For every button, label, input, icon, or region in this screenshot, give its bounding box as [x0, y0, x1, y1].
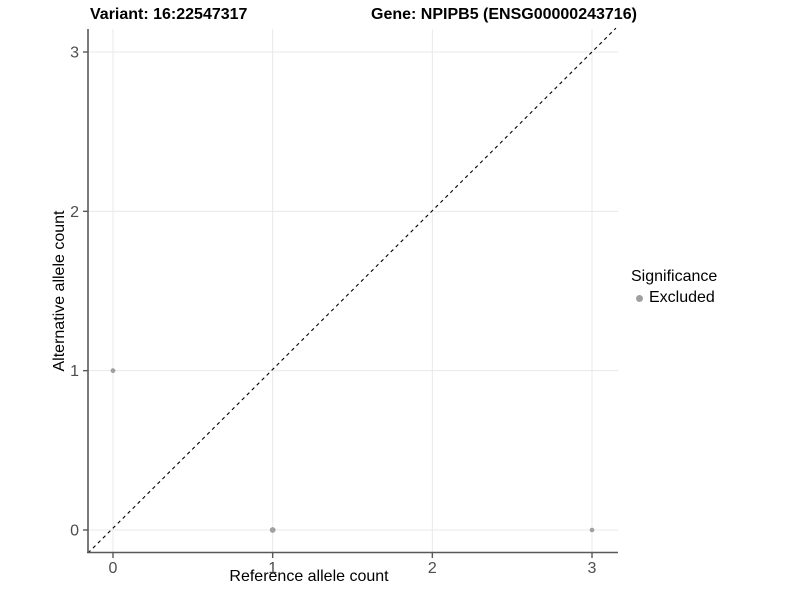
data-point [589, 527, 595, 533]
y-tick-label: 0 [70, 523, 79, 540]
legend-item-label: Excluded [649, 289, 715, 306]
x-axis-label: Reference allele count [229, 568, 389, 585]
identity-line [87, 27, 617, 554]
x-tick-label: 0 [109, 560, 118, 577]
excluded-point-icon [636, 294, 643, 302]
y-tick-label: 3 [70, 45, 79, 62]
y-tick-label: 1 [70, 363, 79, 380]
x-tick-label: 3 [588, 560, 597, 577]
data-point [110, 368, 116, 374]
plot-title-gene: Gene: NPIPB5 (ENSG00000243716) [371, 6, 637, 23]
x-tick-label: 2 [428, 560, 437, 577]
legend: Significance Excluded [631, 268, 717, 307]
x-tick-label: 1 [268, 560, 277, 577]
y-axis-label: Alternative allele count [51, 210, 68, 372]
legend-item-excluded: Excluded [631, 289, 717, 307]
data-point [269, 527, 276, 533]
plot-title-variant: Variant: 16:22547317 [90, 6, 248, 23]
y-tick-label: 2 [70, 204, 79, 221]
legend-title: Significance [631, 268, 718, 285]
